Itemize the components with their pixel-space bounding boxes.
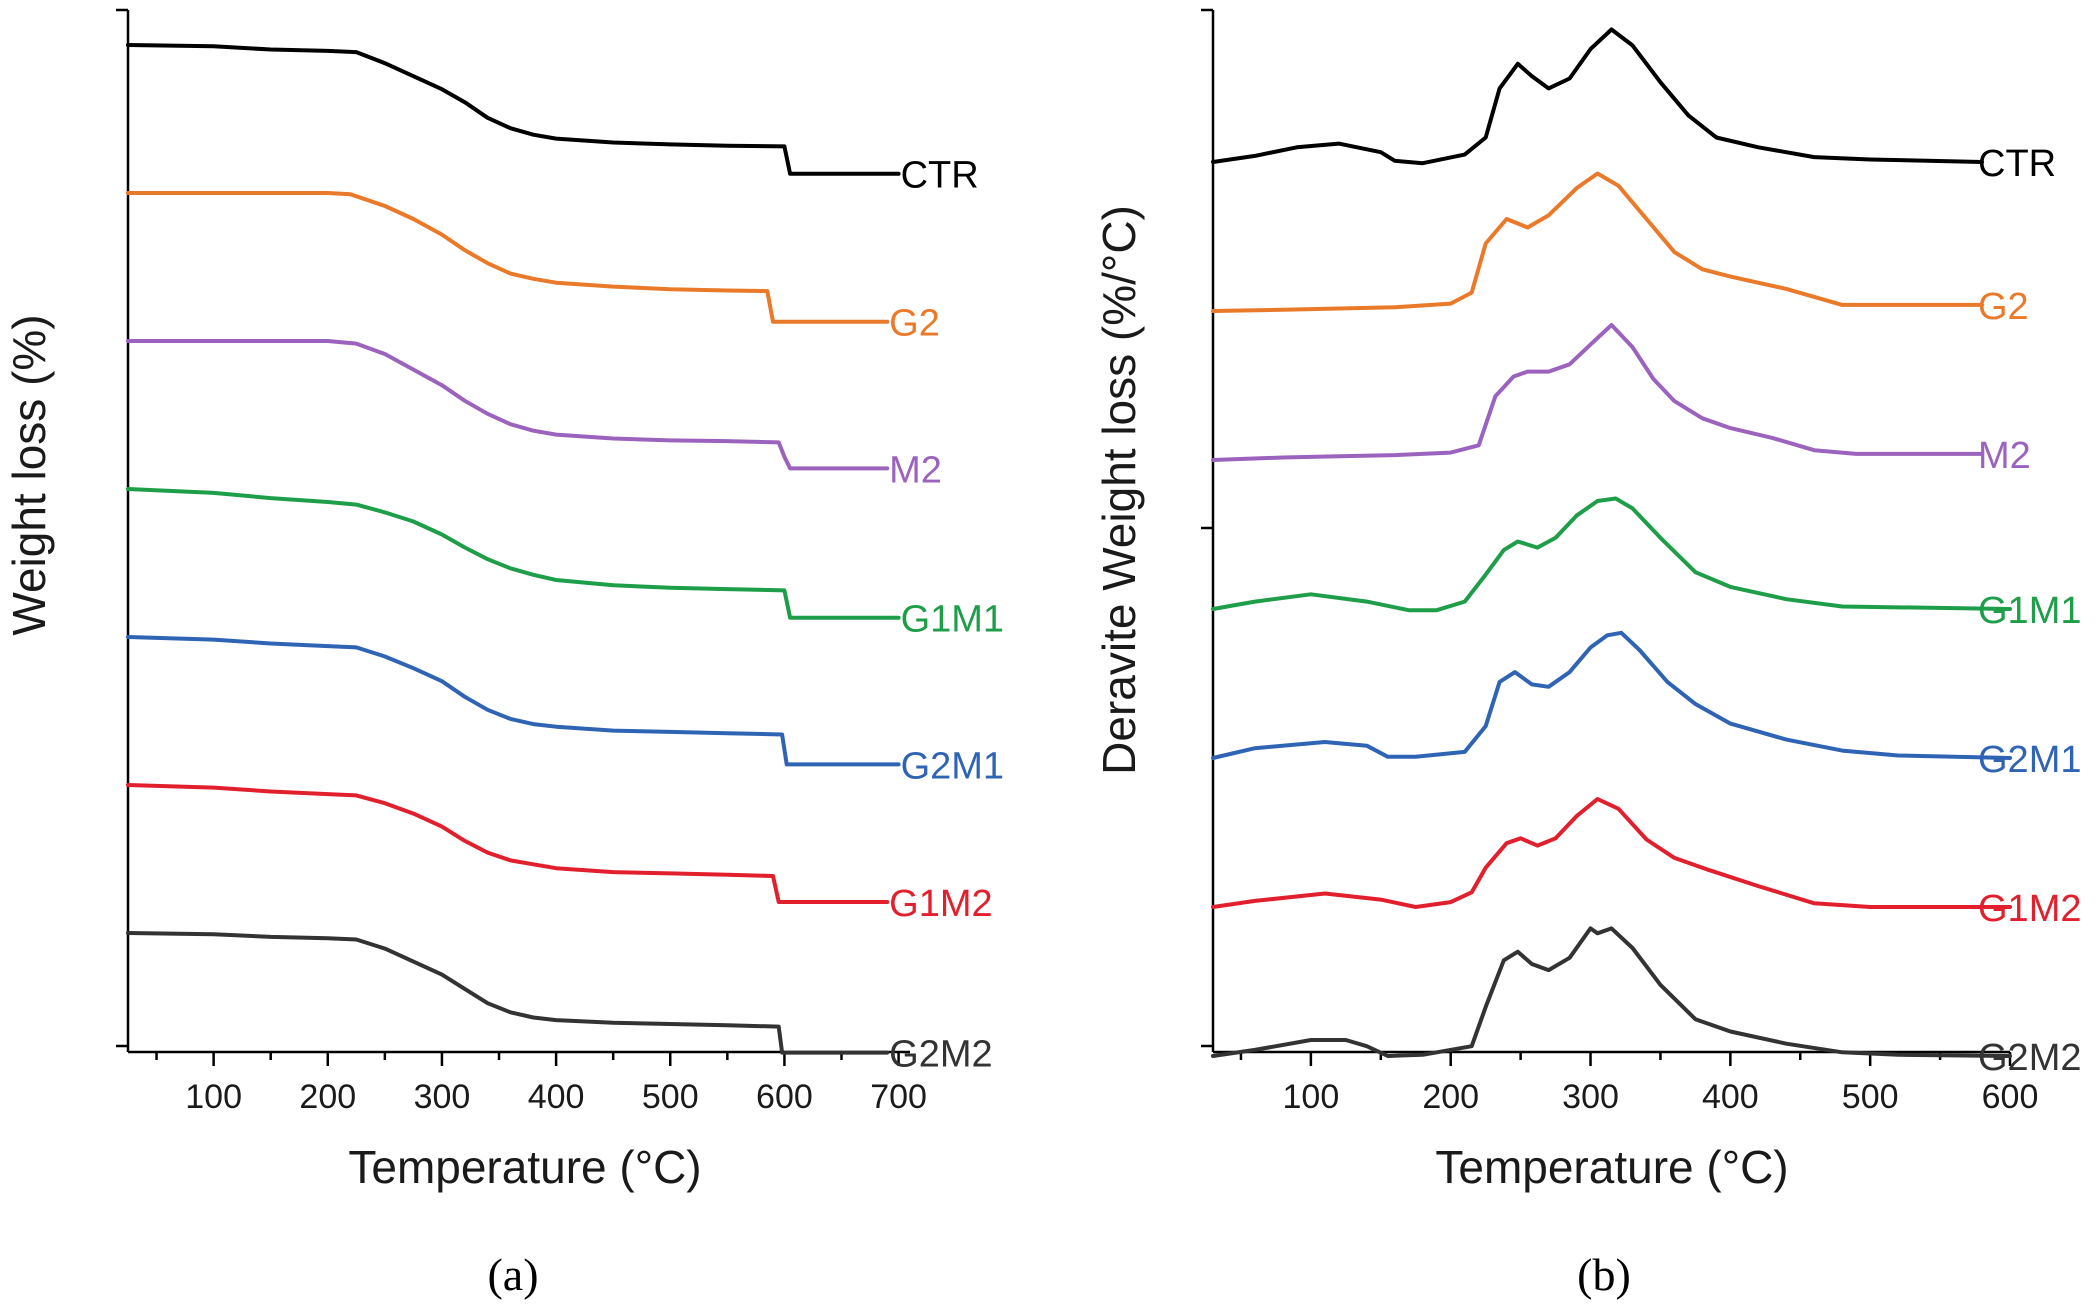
panel-a-x-axis-title: Temperature (°C) <box>348 1141 701 1193</box>
panel-b-series-g1m2-line <box>1211 797 2012 909</box>
panel-b-x-tick-label-200: 200 <box>1422 1078 1479 1116</box>
panel-a-series-g2m2-label: G2M2 <box>889 1034 992 1076</box>
panel-b-derivative-chart: 100 200 300 400 500 600 CTRG2M2G1M1G2M1G1M2G2… <box>1093 8 2081 1300</box>
panel-a-x-tick-label-100: 100 <box>185 1078 242 1116</box>
panel-a-series-m2-label: M2 <box>889 449 942 491</box>
panel-b-series-ctr-line <box>1211 27 1984 166</box>
panel-a-x-ticks: 100 200 300 400 500 600 700 <box>155 1052 927 1116</box>
panel-a-series-m2-line <box>126 339 890 471</box>
panel-b-series-g2m1-label: G2M1 <box>1978 739 2081 781</box>
panel-b-x-tick-label-600: 600 <box>1982 1078 2039 1116</box>
panel-b-series-g2m1-line <box>1211 630 2012 760</box>
panel-b-series-g2m2-label: G2M2 <box>1978 1037 2081 1079</box>
panel-b-x-axis-title: Temperature (°C) <box>1435 1141 1788 1193</box>
panel-a-series-g1m2-label: G1M2 <box>889 883 992 925</box>
panel-a-series-g2m1-line <box>126 635 901 767</box>
panel-a-x-tick-label-700: 700 <box>870 1078 927 1116</box>
panel-a-caption: (a) <box>487 1249 538 1300</box>
panel-b-series-ctr-label: CTR <box>1978 143 2056 185</box>
panel-b-caption: (b) <box>1577 1249 1631 1300</box>
panel-b-series-g2m2-line <box>1211 926 2012 1058</box>
panel-b-series-g1m1-label: G1M1 <box>1978 590 2081 632</box>
panel-b-x-ticks: 100 200 300 400 500 600 <box>1239 1052 2039 1116</box>
panel-b-x-tick-label-500: 500 <box>1842 1078 1899 1116</box>
panel-a-series-ctr-label: CTR <box>901 155 979 197</box>
panel-b-x-tick-label-300: 300 <box>1562 1078 1619 1116</box>
panel-a-series-ctr-line <box>126 43 901 176</box>
panel-b-series-g1m2-label: G1M2 <box>1978 888 2081 930</box>
panel-a-x-tick-label-500: 500 <box>642 1078 699 1116</box>
panel-a-series-g1m1-label: G1M1 <box>901 599 1004 641</box>
panel-a-series-g2-label: G2 <box>889 303 940 345</box>
panel-a-series-g1m2-line <box>126 783 890 904</box>
panel-a-series-g2m2-line <box>126 931 890 1055</box>
panel-b-y-axis-title: Deravite Weight loss (%/°C) <box>1093 205 1145 775</box>
panel-a-x-tick-label-400: 400 <box>528 1078 585 1116</box>
panel-a-x-tick-label-200: 200 <box>299 1078 356 1116</box>
panel-a-series-g2m1-label: G2M1 <box>901 745 1004 787</box>
panel-a-x-tick-label-300: 300 <box>414 1078 471 1116</box>
panel-b-series-m2-line <box>1211 323 1984 462</box>
panel-a-y-axis-title: Weight loss (%) <box>3 314 55 635</box>
panel-a-series-g2-line <box>126 191 890 324</box>
panel-b-series-g1m1-line <box>1211 496 2012 613</box>
panel-a-weight-loss-chart: 100 200 300 400 500 600 700 CTRG2M2G1M1G2M1G1M… <box>3 8 1004 1300</box>
panel-b-series-g2-line <box>1211 171 1984 313</box>
panel-b-series-g2-label: G2 <box>1978 286 2029 328</box>
panel-b-series-m2-label: M2 <box>1978 435 2031 477</box>
panel-a-series-g1m1-line <box>126 487 901 620</box>
panel-b-x-tick-label-400: 400 <box>1702 1078 1759 1116</box>
panel-a-x-tick-label-600: 600 <box>756 1078 813 1116</box>
panel-b-x-tick-label-100: 100 <box>1283 1078 1340 1116</box>
